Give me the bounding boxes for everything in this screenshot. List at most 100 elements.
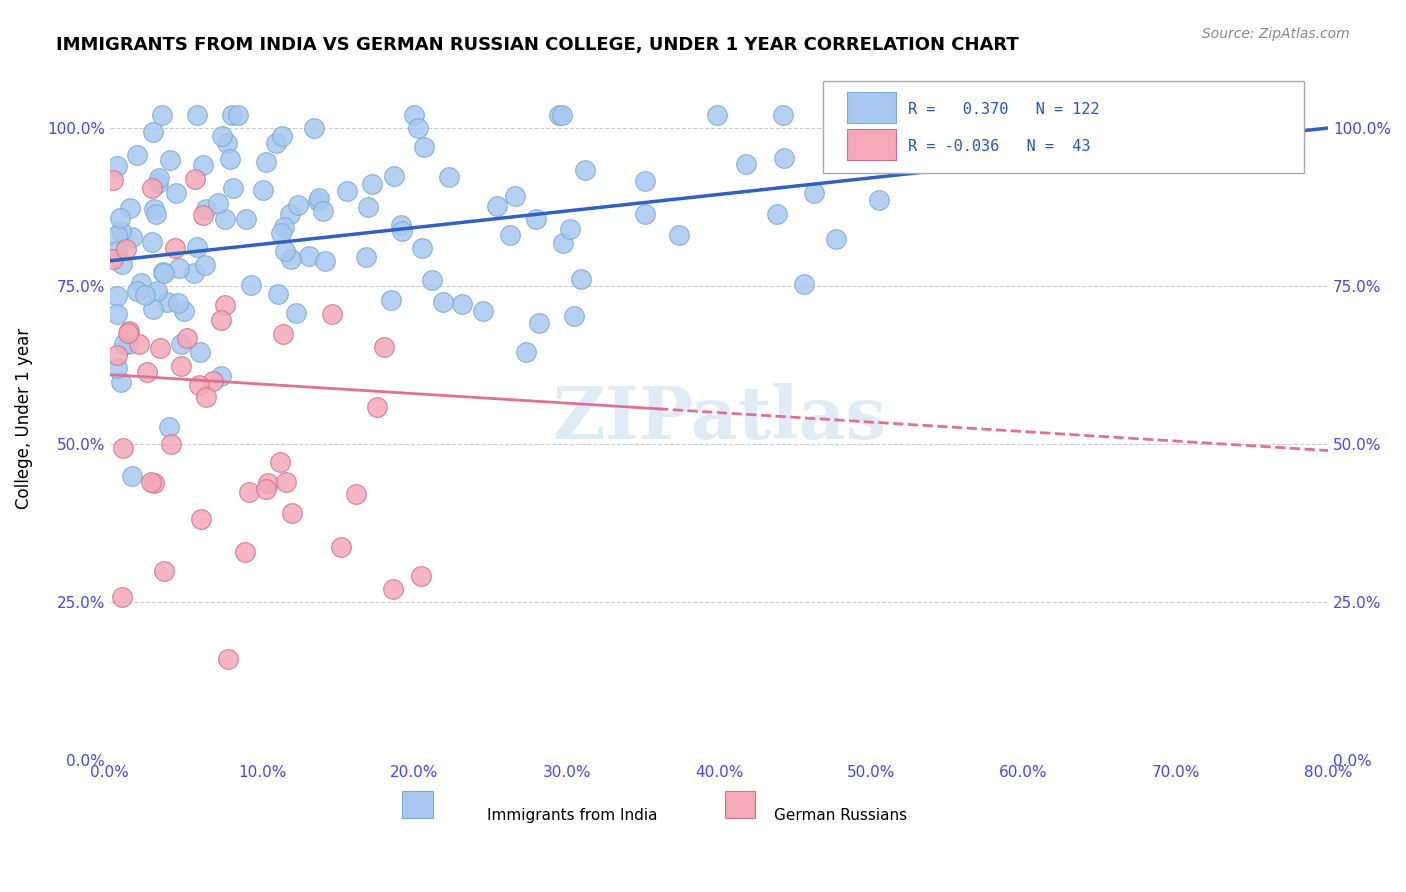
Point [270,227,292,241]
Point [190,512,212,526]
Point [824,232,846,246]
Point [215,136,238,151]
Point [110,224,132,238]
Point [406,120,429,135]
Point [105,159,128,173]
Point [238,485,260,500]
Point [114,337,136,351]
Point [186,240,208,254]
Point [105,348,128,362]
Point [515,345,537,359]
Point [218,652,240,666]
Point [222,180,245,194]
Point [706,108,728,122]
Point [218,152,240,166]
Point [312,204,335,219]
Point [157,420,180,434]
Point [734,157,756,171]
Point [188,344,211,359]
Point [793,277,815,291]
Text: R = -0.036   N =  43: R = -0.036 N = 43 [908,139,1090,154]
Point [280,252,302,266]
Point [136,365,159,379]
Point [233,545,256,559]
Y-axis label: College, Under 1 year: College, Under 1 year [15,328,32,509]
Point [1109,108,1132,122]
Point [239,278,262,293]
Point [101,252,124,266]
Point [183,171,205,186]
Point [505,189,527,203]
Point [281,506,304,520]
Point [574,162,596,177]
Point [111,590,134,604]
Point [159,153,181,168]
Point [105,288,128,302]
Point [1067,108,1090,122]
Point [498,228,520,243]
Point [115,242,138,256]
Point [420,273,443,287]
Point [211,128,233,143]
Point [553,235,575,250]
Point [634,173,657,187]
Point [269,455,291,469]
Point [209,368,232,383]
Point [276,475,298,489]
Point [772,108,794,122]
Point [105,307,128,321]
Point [252,182,274,196]
Point [125,284,148,298]
Point [221,108,243,122]
Point [141,301,163,316]
Point [366,401,388,415]
Point [117,337,139,351]
Point [382,169,405,183]
Point [273,219,295,234]
Point [139,475,162,489]
Point [981,108,1004,122]
Text: Immigrants from India: Immigrants from India [488,808,658,823]
Point [321,307,343,321]
Point [560,222,582,236]
Point [551,108,574,122]
Point [411,241,433,255]
Point [307,194,329,209]
Text: German Russians: German Russians [775,808,907,823]
Point [214,211,236,226]
Point [170,359,193,374]
Bar [846,129,896,160]
Point [264,136,287,151]
Point [391,224,413,238]
Point [271,327,294,342]
Point [314,254,336,268]
Text: IMMIGRANTS FROM INDIA VS GERMAN RUSSIAN COLLEGE, UNDER 1 YEAR CORRELATION CHART: IMMIGRANTS FROM INDIA VS GERMAN RUSSIAN … [56,36,1019,54]
Point [105,244,128,258]
Point [373,340,395,354]
Point [194,259,217,273]
Point [201,374,224,388]
Point [887,123,910,137]
Point [149,341,172,355]
Point [330,540,353,554]
Point [548,108,571,122]
Point [278,207,301,221]
Point [141,235,163,250]
Point [146,176,169,190]
Point [267,287,290,301]
Point [308,190,330,204]
Point [772,151,794,165]
Point [285,306,308,320]
Point [111,441,134,455]
Point [148,170,170,185]
Point [381,582,404,596]
Point [142,125,165,139]
Point [472,303,495,318]
Point [302,121,325,136]
Point [336,185,359,199]
Point [129,276,152,290]
Point [668,227,690,242]
Point [156,294,179,309]
Point [803,186,825,200]
Point [195,390,218,404]
